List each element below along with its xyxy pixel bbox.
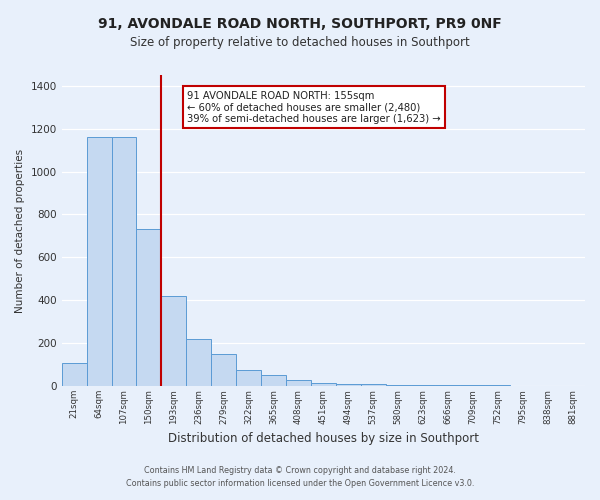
- Bar: [236, 370, 261, 386]
- Bar: [410, 385, 436, 386]
- Text: 91 AVONDALE ROAD NORTH: 155sqm
← 60% of detached houses are smaller (2,480)
39% : 91 AVONDALE ROAD NORTH: 155sqm ← 60% of …: [187, 90, 441, 124]
- Bar: [485, 385, 510, 386]
- Bar: [261, 376, 286, 386]
- Bar: [136, 230, 161, 386]
- Bar: [161, 296, 186, 386]
- Bar: [361, 384, 386, 386]
- Bar: [460, 385, 485, 386]
- Bar: [62, 364, 86, 386]
- Bar: [386, 385, 410, 386]
- Bar: [112, 137, 136, 386]
- Bar: [86, 137, 112, 386]
- Bar: [186, 339, 211, 386]
- Text: Contains HM Land Registry data © Crown copyright and database right 2024.
Contai: Contains HM Land Registry data © Crown c…: [126, 466, 474, 487]
- Bar: [436, 385, 460, 386]
- Y-axis label: Number of detached properties: Number of detached properties: [15, 148, 25, 312]
- Bar: [311, 383, 336, 386]
- Bar: [336, 384, 361, 386]
- Text: 91, AVONDALE ROAD NORTH, SOUTHPORT, PR9 0NF: 91, AVONDALE ROAD NORTH, SOUTHPORT, PR9 …: [98, 18, 502, 32]
- Bar: [286, 380, 311, 386]
- X-axis label: Distribution of detached houses by size in Southport: Distribution of detached houses by size …: [168, 432, 479, 445]
- Text: Size of property relative to detached houses in Southport: Size of property relative to detached ho…: [130, 36, 470, 49]
- Bar: [211, 354, 236, 386]
